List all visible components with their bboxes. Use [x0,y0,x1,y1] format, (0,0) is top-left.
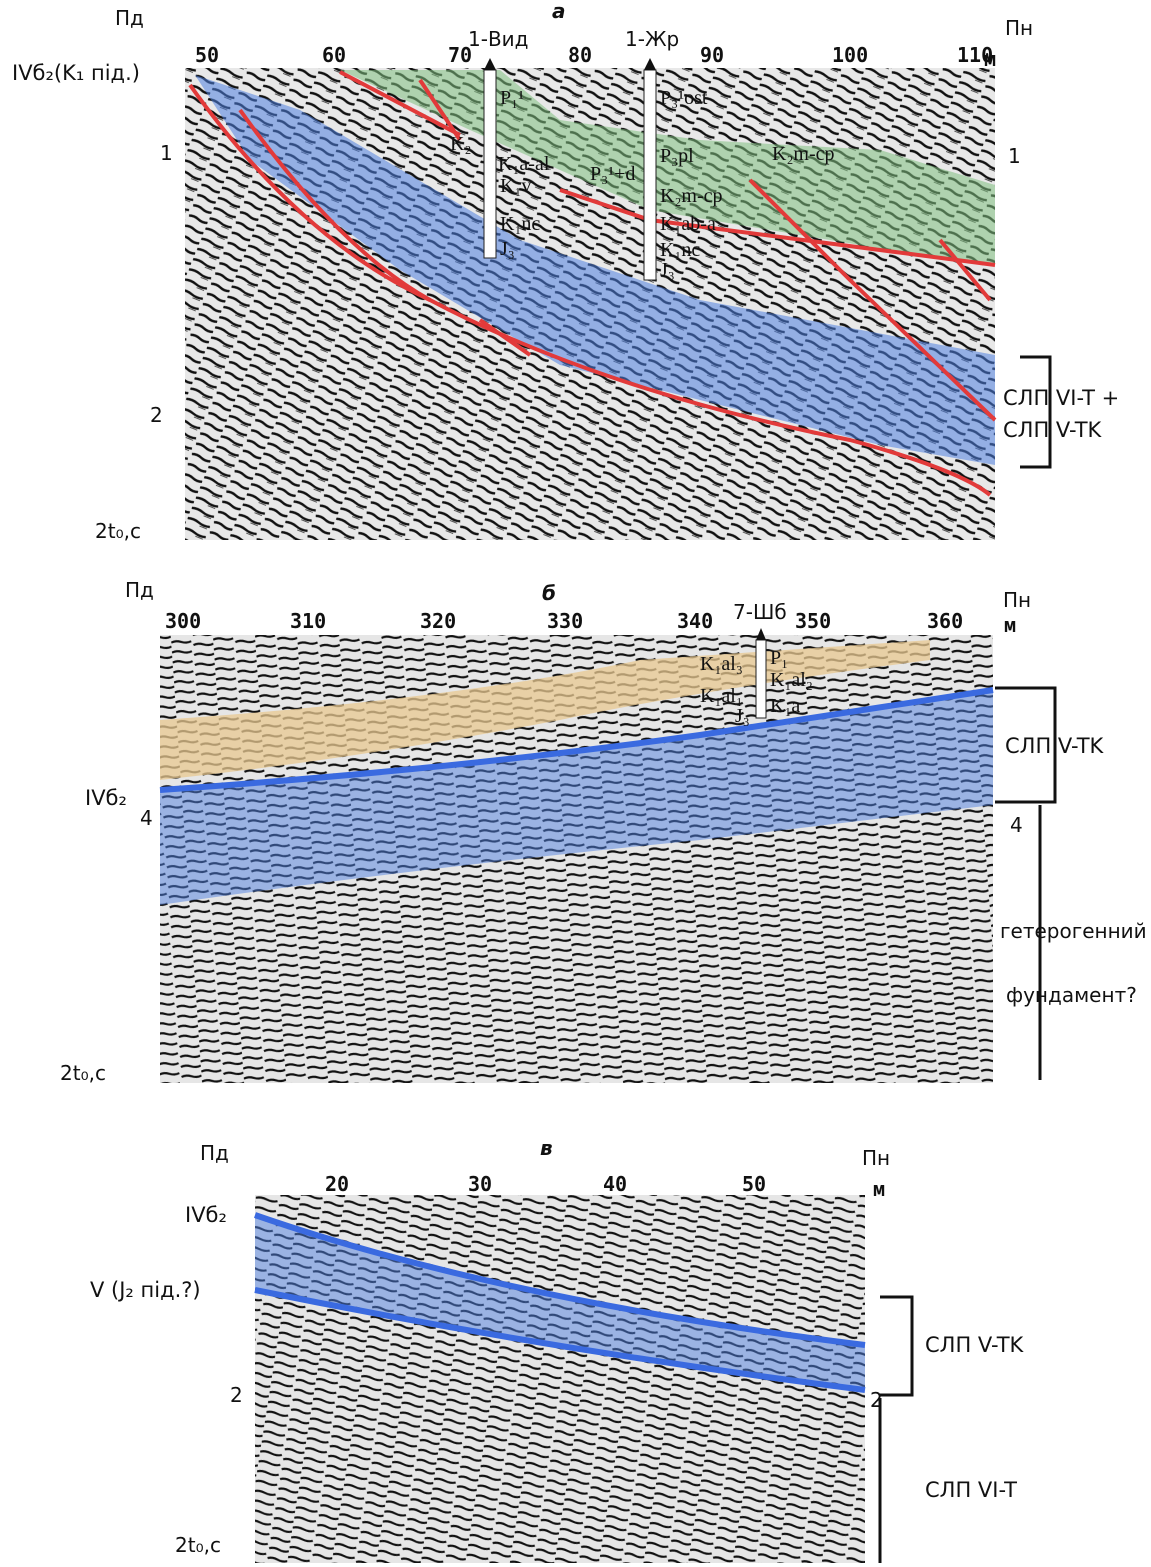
formation: K₁v [500,175,531,197]
formation: K₁a-al [498,153,550,175]
time-tick: 2 [150,403,163,427]
distance-tick: 360 [927,609,963,633]
horizon-label: IVб₂(K₁ під.) [12,61,140,85]
complex-label: СЛП V-TK [1005,734,1105,758]
distance-tick: 110 [957,43,993,67]
formation: K₁nc [500,213,540,235]
panel-v: Пд Пн в 20 30 40 50 м IVб₂ V (J₂ під.?) … [90,1136,1025,1563]
distance-tick: 90 [700,43,724,67]
complex-label: СЛП VI-T + [1003,386,1119,410]
side-label: Пд [200,1141,229,1165]
time-tick: 1 [1008,144,1021,168]
formation: K₂m-cp [660,185,723,207]
horizon-label: IVб₂ [185,1203,227,1227]
formation: K₁al₁ [700,685,743,707]
formation: K₁ab-a [660,213,716,235]
formation: K₁a [770,695,800,717]
distance-tick: 50 [195,43,219,67]
time-axis-label: 2t₀,с [175,1533,221,1557]
time-axis-label: 2t₀,с [60,1061,106,1085]
well-name: 1-Жр [625,27,679,51]
distance-tick: 350 [795,609,831,633]
blue-zone [195,75,995,465]
bracket [1020,355,1052,469]
distance-tick: 40 [603,1172,627,1196]
complex-label: фундамент? [1006,983,1137,1007]
faults [188,70,997,497]
unit: м [984,47,996,71]
side-label: Пд [125,578,154,602]
panel-letter: б [542,581,556,605]
time-tick: 1 [160,141,173,165]
panel-b: Пд Пн б 300 310 320 330 340 350 360 м IV… [60,578,1147,1085]
distance-tick: 50 [742,1172,766,1196]
panel-a: Пд Пн а 50 60 70 80 90 100 110 м IVб₂(K₁… [12,0,1119,543]
complex-label: гетерогенний [1000,919,1147,943]
distance-tick: 30 [468,1172,492,1196]
horizon-label: V (J₂ під.?) [90,1278,201,1302]
side-label: Пн [1003,588,1031,612]
formation: J₃ [735,705,750,727]
formation: K₂ [450,133,471,155]
unit: м [873,1177,885,1201]
formation: P₃¹+d [590,163,635,185]
distance-tick: 310 [290,609,326,633]
distance-tick: 100 [832,43,868,67]
complex-label: СЛП V-TK [925,1333,1025,1357]
formation: K₁nc [660,239,700,261]
time-axis-label: 2t₀,с [95,519,141,543]
distance-tick: 300 [165,609,201,633]
complex-label: СЛП VI-T [925,1478,1017,1502]
time-tick: 4 [1010,813,1023,837]
well [483,69,497,259]
distance-tick: 70 [448,43,472,67]
tan-zone [160,640,930,780]
formation: K₂m-cp [772,143,835,165]
distance-tick: 80 [568,43,592,67]
formation: P₁¹ [500,87,524,109]
formation: K₁al₃ [700,653,743,675]
bracket [995,686,1057,804]
blue-zone [160,690,993,905]
distance-tick: 20 [325,1172,349,1196]
formation: P₃¹ost [660,87,708,109]
panel-letter: а [552,0,566,23]
panel-letter: в [540,1136,553,1160]
formation: P₁ [770,647,788,669]
side-label: Пд [115,6,144,30]
side-label: Пн [862,1146,890,1170]
unit: м [1004,613,1016,637]
formation: K₁al₂ [770,669,813,691]
bracket [880,1295,914,1397]
distance-tick: 60 [322,43,346,67]
complex-label: СЛП V-TK [1003,418,1103,442]
formation: P₃pl [660,145,694,167]
time-tick: 4 [140,806,153,830]
well [755,639,767,719]
well [643,69,657,281]
blue-zone [255,1215,865,1390]
time-tick: 2 [230,1383,243,1407]
side-label: Пн [1005,16,1033,40]
well-name: 7-Шб [733,600,787,624]
distance-tick: 320 [420,609,456,633]
green-zone [340,70,995,265]
formation: J₃ [660,259,675,281]
well-name: 1-Вид [468,27,529,51]
horizon-label: IVб₂ [85,786,127,810]
formation: J₃ [500,238,515,260]
distance-tick: 340 [677,609,713,633]
distance-tick: 330 [547,609,583,633]
